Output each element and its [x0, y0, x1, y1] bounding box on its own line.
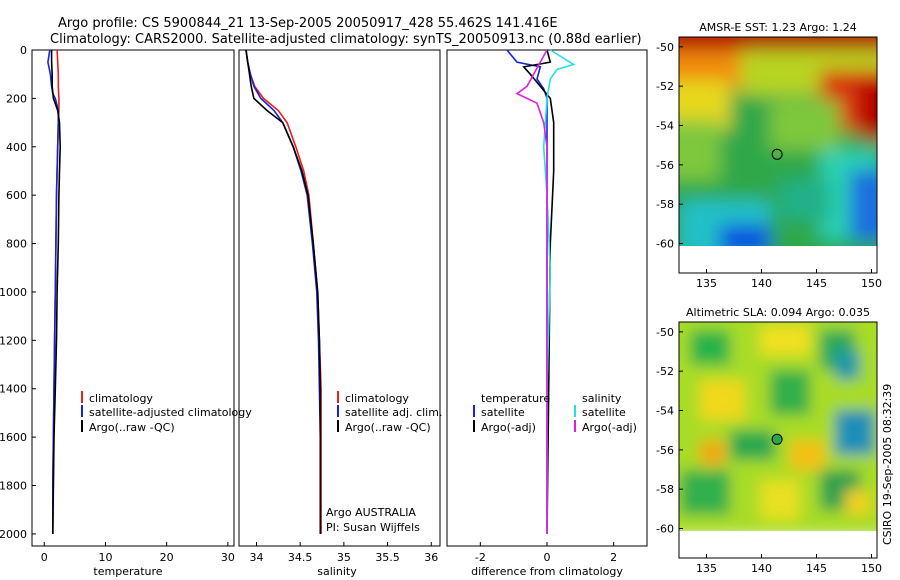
legend-argo: Argo(..raw -QC)	[89, 421, 175, 434]
legend-temp-satellite: satellite	[481, 406, 525, 419]
legend-climatology: climatology	[345, 392, 409, 405]
legend-temperature-title: temperature	[481, 392, 550, 405]
lat-tick-label: -60	[656, 523, 674, 536]
x-tick-label: -2	[475, 551, 486, 564]
lat-tick-label: -58	[656, 198, 674, 211]
legend-climatology: climatology	[89, 392, 153, 405]
series-line	[245, 49, 322, 534]
salinity-axes-frame	[238, 49, 441, 547]
lat-tick-label: -60	[656, 238, 674, 251]
x-tick-label: 0	[544, 551, 551, 564]
sst-map-panel: AMSR-E SST: 1.23 Argo: 1.24	[656, 21, 882, 290]
temperature-series	[47, 49, 62, 534]
depth-tick-label: 800	[6, 238, 27, 251]
x-tick-label: 20	[160, 551, 174, 564]
x-tick-label: 34	[249, 551, 263, 564]
series-line	[50, 50, 62, 534]
series-line	[515, 49, 548, 534]
depth-tick-label: 200	[6, 92, 27, 105]
x-tick-label: 34.5	[288, 551, 313, 564]
legend-temp-argo: Argo(-adj)	[481, 421, 536, 434]
lat-tick-label: -50	[656, 326, 674, 339]
lon-tick-label: 145	[806, 277, 827, 290]
float-pi-note: PI: Susan Wijffels	[326, 521, 420, 534]
csiro-timestamp: CSIRO 19-Sep-2005 08:32:39	[881, 384, 894, 545]
depth-tick-label: 1000	[0, 286, 27, 299]
depth-tick-label: 1400	[0, 383, 27, 396]
sst-lat-axis: -50 -52 -54 -56 -58 -60	[656, 41, 683, 251]
difference-xlabel: difference from climatology	[471, 565, 623, 578]
temperature-axes-frame	[31, 49, 235, 547]
lat-tick-label: -54	[656, 405, 674, 418]
salinity-x-axis: 34 34.5 35 35.5 36	[249, 542, 438, 564]
series-line	[47, 49, 60, 534]
depth-tick-label: 1600	[0, 431, 27, 444]
lat-tick-label: -50	[656, 41, 674, 54]
lat-tick-label: -54	[656, 120, 674, 133]
x-tick-label: 35	[337, 551, 351, 564]
lat-tick-label: -56	[656, 159, 674, 172]
temperature-x-axis: 0 10 20 30	[41, 542, 235, 564]
lon-tick-label: 150	[861, 277, 882, 290]
lon-tick-label: 135	[696, 562, 717, 575]
sla-map-frame	[678, 321, 878, 559]
float-owner-note: Argo AUSTRALIA	[326, 506, 416, 519]
salinity-legend: climatology satellite adj. clim. Argo(..…	[337, 391, 442, 434]
legend-salinity-title: salinity	[582, 392, 622, 405]
lat-tick-label: -58	[656, 483, 674, 496]
difference-panel: -2 0 2 difference from climatology tempera…	[446, 49, 648, 578]
difference-legend: temperature satellite Argo(-adj) salinit…	[473, 392, 637, 434]
legend-satellite-adj: satellite adj. clim.	[345, 406, 442, 419]
difference-series	[506, 49, 576, 534]
temperature-xlabel: temperature	[93, 565, 162, 578]
series-line	[542, 49, 576, 534]
salinity-xlabel: salinity	[317, 565, 357, 578]
depth-tick-label: 2000	[0, 528, 27, 541]
lon-tick-label: 140	[751, 277, 772, 290]
sst-map-title: AMSR-E SST: 1.23 Argo: 1.24	[699, 21, 857, 34]
x-tick-label: 36	[424, 551, 438, 564]
depth-tick-label: 1800	[0, 480, 27, 493]
sst-map-frame	[678, 36, 878, 274]
sst-heatmap	[679, 37, 877, 273]
difference-x-axis: -2 0 2	[475, 542, 617, 564]
salinity-panel: 34 34.5 35 35.5 36 salinity climatology sate…	[238, 49, 442, 578]
x-tick-label: 30	[221, 551, 235, 564]
sst-lon-axis: 135 140 145 150	[696, 269, 882, 290]
x-tick-label: 0	[41, 551, 48, 564]
figure-title-line2: Climatology: CARS2000. Satellite-adjuste…	[50, 32, 642, 47]
sla-argo-location-marker	[771, 433, 783, 445]
lon-tick-label: 150	[861, 562, 882, 575]
depth-tick-label: 0	[20, 44, 27, 57]
sla-heatmap	[679, 322, 877, 558]
x-tick-label: 10	[98, 551, 112, 564]
legend-sal-argo: Argo(-adj)	[582, 421, 637, 434]
legend-sal-satellite: satellite	[582, 406, 626, 419]
lat-tick-label: -56	[656, 444, 674, 457]
sla-lon-axis: 135 140 145 150	[696, 554, 882, 575]
x-tick-label: 2	[610, 551, 617, 564]
x-tick-label: 35.5	[375, 551, 400, 564]
lat-tick-label: -52	[656, 80, 674, 93]
figure-title-line1: Argo profile: CS 5900844_21 13-Sep-2005 …	[58, 16, 558, 31]
sla-map-title: Altimetric SLA: 0.094 Argo: 0.035	[686, 306, 870, 319]
depth-tick-label: 600	[6, 189, 27, 202]
legend-satellite-adjusted: satellite-adjusted climatology	[89, 406, 252, 419]
lat-tick-label: -52	[656, 365, 674, 378]
series-line	[506, 49, 548, 534]
salinity-series	[245, 49, 322, 534]
sla-lat-axis: -50 -52 -54 -56 -58 -60	[656, 326, 683, 536]
lon-tick-label: 145	[806, 562, 827, 575]
lon-tick-label: 135	[696, 277, 717, 290]
temperature-legend: climatology satellite-adjusted climatolo…	[81, 391, 252, 434]
lon-tick-label: 140	[751, 562, 772, 575]
depth-tick-label: 1200	[0, 334, 27, 347]
legend-argo: Argo(..raw -QC)	[345, 421, 431, 434]
depth-axis: 0 200 400 600 800 1000 1200 1400 1600 1800 2000	[0, 44, 36, 541]
sst-argo-location-marker	[771, 148, 783, 160]
depth-tick-label: 400	[6, 141, 27, 154]
sla-map-panel: Altimetric SLA: 0.094 Argo: 0.035	[656, 306, 882, 575]
temperature-panel: 0 200 400 600 800 1000 1200 1400 1600 1800 2000 0 1…	[0, 44, 252, 578]
